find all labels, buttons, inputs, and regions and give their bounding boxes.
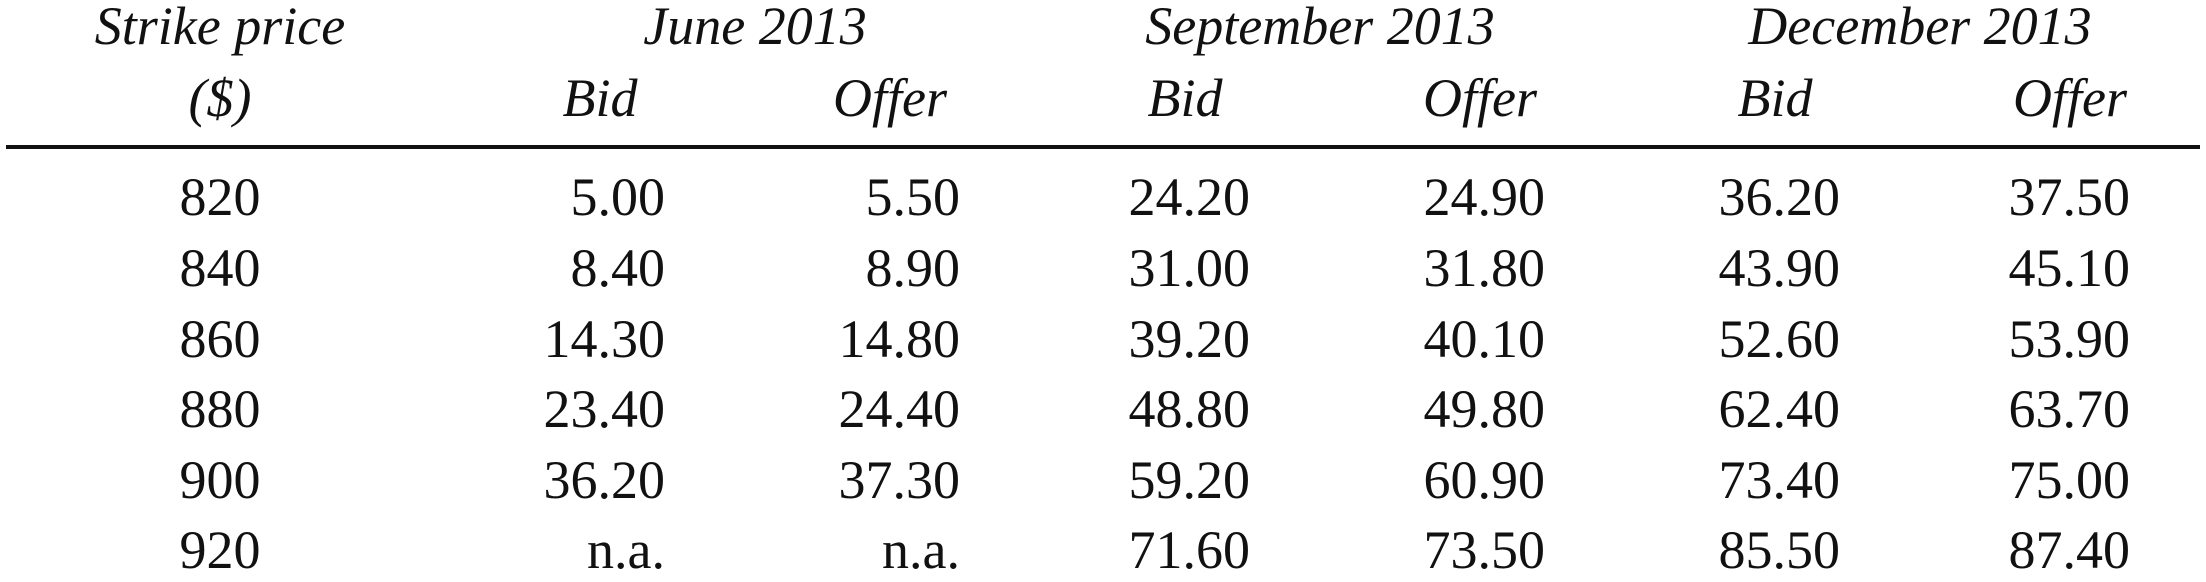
september-bid-cell: 48.80 [1128,379,1251,439]
september-bid-cell: 71.60 [1128,520,1251,580]
december-offer-cell: 63.70 [2008,379,2131,439]
september-bid-header: Bid [1147,68,1223,128]
june-offer-header: Offer [833,68,947,128]
september-offer-cell: 73.50 [1423,520,1546,580]
december-offer-cell: 53.90 [2008,309,2131,369]
june-offer-cell: 37.30 [838,450,961,510]
strike-price-header: Strike price [94,0,346,56]
september-offer-cell: 49.80 [1423,379,1546,439]
strike-price-cell: 920 [179,520,261,580]
september-offer-cell: 31.80 [1423,238,1546,298]
december-bid-cell: 52.60 [1718,309,1841,369]
june-bid-header: Bid [562,68,638,128]
june-offer-cell: 8.90 [865,238,961,298]
december-bid-cell: 62.40 [1718,379,1841,439]
june-bid-cell: 36.20 [543,450,666,510]
september-bid-cell: 31.00 [1128,238,1251,298]
december-2013-header: December 2013 [1748,0,2092,56]
september-offer-cell: 60.90 [1423,450,1546,510]
june-offer-cell: 24.40 [838,379,961,439]
september-offer-cell: 24.90 [1423,167,1546,227]
strike-price-unit-header: ($) [188,68,252,128]
december-offer-header: Offer [2013,68,2127,128]
september-offer-header: Offer [1423,68,1537,128]
september-offer-cell: 40.10 [1423,309,1546,369]
december-offer-cell: 75.00 [2008,450,2131,510]
strike-price-cell: 840 [179,238,261,298]
strike-price-cell: 900 [179,450,261,510]
strike-price-cell: 820 [179,167,261,227]
june-bid-cell: 5.00 [570,167,666,227]
september-bid-cell: 39.20 [1128,309,1251,369]
december-bid-cell: 36.20 [1718,167,1841,227]
june-bid-cell: 8.40 [570,238,666,298]
december-offer-cell: 37.50 [2008,167,2131,227]
september-bid-cell: 24.20 [1128,167,1251,227]
december-offer-cell: 45.10 [2008,238,2131,298]
december-bid-header: Bid [1737,68,1813,128]
september-2013-header: September 2013 [1145,0,1495,56]
june-2013-header: June 2013 [643,0,867,56]
june-offer-cell: n.a. [882,520,960,580]
december-bid-cell: 43.90 [1718,238,1841,298]
header-divider [6,145,2200,149]
september-bid-cell: 59.20 [1128,450,1251,510]
december-bid-cell: 85.50 [1718,520,1841,580]
december-bid-cell: 73.40 [1718,450,1841,510]
june-bid-cell: 23.40 [543,379,666,439]
june-bid-cell: 14.30 [543,309,666,369]
strike-price-cell: 860 [179,309,261,369]
june-offer-cell: 14.80 [838,309,961,369]
june-bid-cell: n.a. [587,520,665,580]
december-offer-cell: 87.40 [2008,520,2131,580]
june-offer-cell: 5.50 [865,167,961,227]
strike-price-cell: 880 [179,379,261,439]
